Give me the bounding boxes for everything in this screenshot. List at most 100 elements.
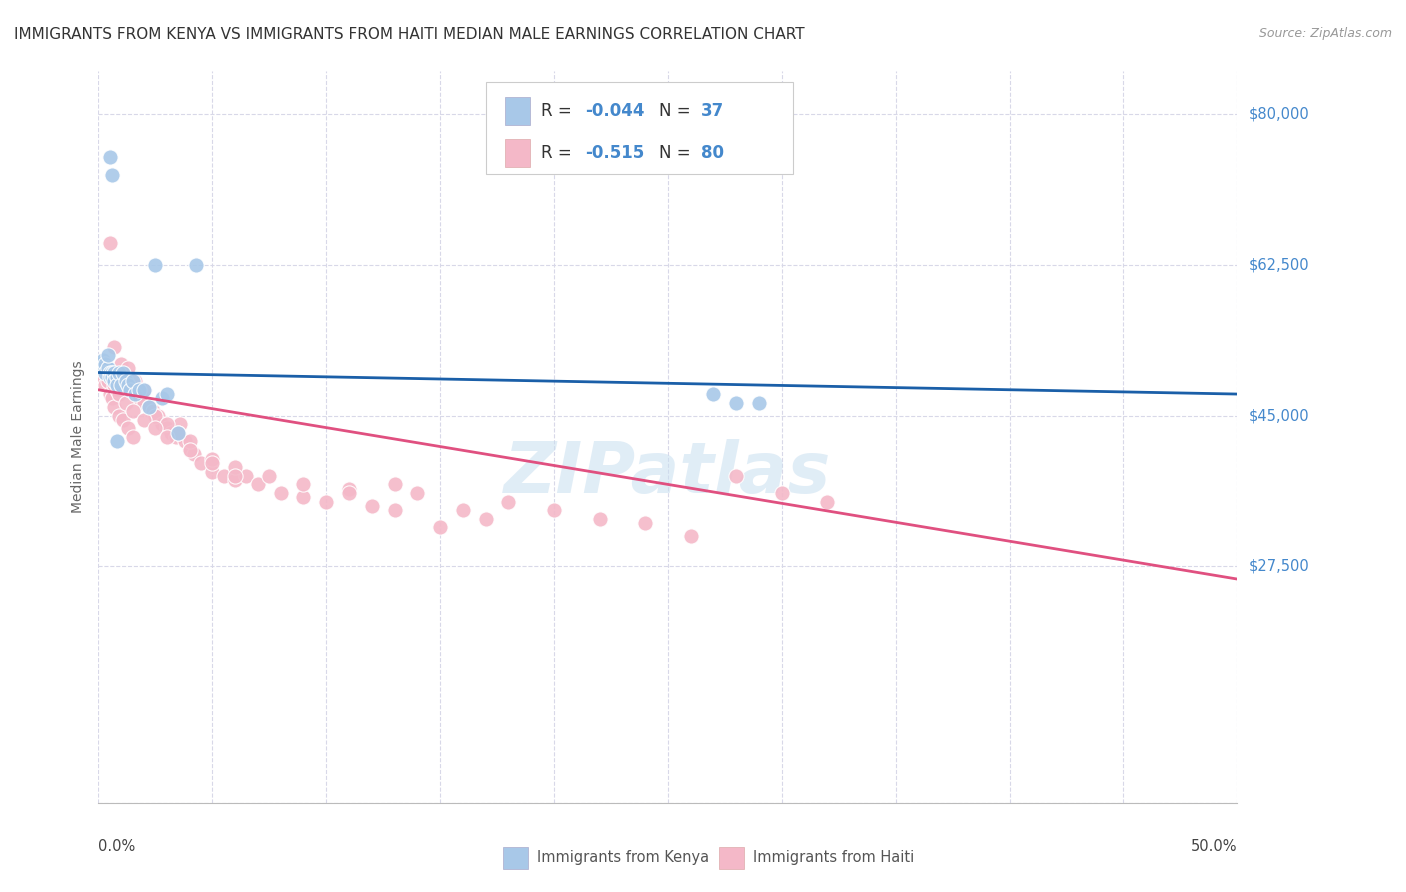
Point (224, 468, 246, 483)
Point (90, 361, 112, 376)
Point (114, 395, 136, 409)
Point (121, 404, 143, 418)
Point (114, 374, 136, 388)
Point (110, 357, 132, 371)
Point (174, 434, 197, 449)
Point (498, 494, 520, 508)
Point (101, 366, 124, 380)
Point (315, 494, 337, 508)
Text: IMMIGRANTS FROM KENYA VS IMMIGRANTS FROM HAITI MEDIAN MALE EARNINGS CORRELATION : IMMIGRANTS FROM KENYA VS IMMIGRANTS FROM… (14, 27, 804, 42)
Point (725, 468, 748, 483)
Text: 50.0%: 50.0% (1191, 839, 1237, 855)
FancyBboxPatch shape (503, 847, 527, 869)
Point (91, 352, 114, 367)
Point (146, 409, 169, 423)
Point (105, 378, 128, 392)
Point (101, 392, 124, 406)
Text: N =: N = (659, 145, 696, 162)
Text: R =: R = (541, 103, 578, 120)
Point (156, 417, 179, 432)
Point (124, 387, 146, 401)
Point (101, 168, 124, 182)
Point (160, 425, 183, 440)
Point (815, 494, 838, 508)
Point (98, 236, 121, 251)
Text: Immigrants from Haiti: Immigrants from Haiti (754, 850, 914, 865)
Point (224, 473, 246, 487)
Text: $80,000: $80,000 (1249, 107, 1309, 122)
Point (138, 400, 160, 414)
Point (98, 369, 121, 384)
Point (117, 421, 139, 435)
Text: 0.0%: 0.0% (98, 839, 135, 855)
Point (224, 460, 246, 475)
Point (103, 400, 125, 414)
Point (112, 366, 135, 380)
Point (179, 442, 201, 457)
Point (702, 387, 724, 401)
Point (201, 456, 224, 470)
Point (337, 482, 360, 496)
Point (94, 357, 117, 371)
FancyBboxPatch shape (485, 82, 793, 174)
Point (588, 512, 610, 526)
Point (94, 366, 117, 380)
Point (145, 409, 167, 423)
Point (259, 468, 281, 483)
Point (103, 374, 125, 388)
Point (103, 340, 125, 354)
Point (142, 404, 165, 418)
Point (98, 387, 121, 401)
Point (451, 503, 474, 517)
Point (105, 383, 128, 397)
Point (292, 477, 315, 491)
FancyBboxPatch shape (718, 847, 744, 869)
Text: R =: R = (541, 145, 582, 162)
Text: ZIPatlas: ZIPatlas (505, 439, 831, 508)
Point (96, 348, 118, 362)
Point (112, 413, 135, 427)
FancyBboxPatch shape (505, 97, 530, 125)
Text: -0.515: -0.515 (585, 145, 644, 162)
Point (679, 529, 702, 543)
Point (105, 369, 128, 384)
Point (201, 465, 224, 479)
Point (270, 486, 292, 500)
Point (103, 366, 125, 380)
Point (108, 387, 131, 401)
Point (337, 486, 360, 500)
Point (132, 383, 155, 397)
Point (132, 413, 155, 427)
Point (474, 512, 496, 526)
Point (235, 468, 257, 483)
Point (770, 486, 793, 500)
Point (124, 374, 146, 388)
Text: Immigrants from Kenya: Immigrants from Kenya (537, 850, 709, 865)
FancyBboxPatch shape (505, 139, 530, 167)
Point (108, 366, 131, 380)
Point (110, 378, 132, 392)
Text: $62,500: $62,500 (1249, 258, 1309, 272)
Point (169, 417, 191, 432)
Point (429, 520, 451, 534)
Point (132, 383, 155, 397)
Point (179, 434, 201, 449)
Point (406, 486, 429, 500)
Point (634, 516, 657, 530)
Text: -0.044: -0.044 (585, 103, 644, 120)
Point (128, 383, 150, 397)
Point (94, 378, 117, 392)
Y-axis label: Median Male Earnings: Median Male Earnings (70, 360, 84, 514)
Point (121, 374, 143, 388)
Point (98, 366, 121, 380)
Point (120, 383, 142, 397)
Point (108, 409, 131, 423)
Point (725, 395, 748, 409)
Point (121, 430, 143, 444)
Point (138, 400, 160, 414)
Text: $27,500: $27,500 (1249, 558, 1309, 574)
Point (543, 503, 565, 517)
Point (165, 430, 187, 444)
Point (124, 387, 146, 401)
Point (179, 442, 201, 457)
